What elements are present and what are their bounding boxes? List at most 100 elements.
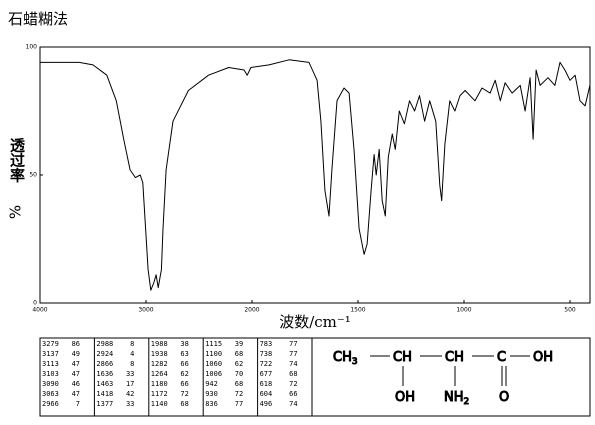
peak-transmittance: 47 bbox=[72, 360, 80, 368]
peak-transmittance: 42 bbox=[126, 390, 134, 398]
group: CH bbox=[445, 350, 464, 365]
group: CH3 bbox=[333, 350, 358, 367]
peak-wavenumber: 722 bbox=[260, 360, 273, 368]
group: C bbox=[497, 350, 506, 365]
peak-wavenumber: 3279 bbox=[42, 340, 59, 348]
x-tick-label: 3000 bbox=[138, 307, 153, 314]
peak-transmittance: 47 bbox=[72, 390, 80, 398]
peak-wavenumber: 1282 bbox=[151, 360, 168, 368]
peak-wavenumber: 1172 bbox=[151, 390, 168, 398]
peak-wavenumber: 1938 bbox=[151, 350, 168, 358]
peak-transmittance: 77 bbox=[235, 400, 243, 408]
sub-sub: 2 bbox=[464, 397, 470, 407]
group: OH bbox=[533, 350, 553, 365]
x-tick-label: 1500 bbox=[350, 307, 365, 314]
peak-wavenumber: 1988 bbox=[151, 340, 168, 348]
peak-transmittance: 7 bbox=[76, 400, 80, 408]
peak-transmittance: 63 bbox=[180, 350, 188, 358]
group-text: CH bbox=[445, 350, 464, 365]
peak-wavenumber: 3113 bbox=[42, 360, 59, 368]
peak-wavenumber: 1418 bbox=[96, 390, 113, 398]
peak-transmittance: 38 bbox=[180, 340, 188, 348]
peak-transmittance: 62 bbox=[235, 360, 243, 368]
peak-transmittance: 8 bbox=[130, 360, 134, 368]
peak-wavenumber: 738 bbox=[260, 350, 273, 358]
peak-transmittance: 72 bbox=[289, 380, 297, 388]
peak-transmittance: 74 bbox=[289, 360, 297, 368]
y-tick-label: 50 bbox=[29, 172, 37, 179]
peak-transmittance: 72 bbox=[180, 390, 188, 398]
peak-wavenumber: 1060 bbox=[205, 360, 222, 368]
peak-wavenumber: 2966 bbox=[42, 400, 59, 408]
y-axis-unit: % bbox=[7, 205, 25, 219]
peak-wavenumber: 2866 bbox=[96, 360, 113, 368]
peak-wavenumber: 783 bbox=[260, 340, 273, 348]
peak-transmittance: 72 bbox=[235, 390, 243, 398]
peak-wavenumber: 1180 bbox=[151, 380, 168, 388]
peak-transmittance: 47 bbox=[72, 370, 80, 378]
group-text: OH bbox=[533, 350, 553, 365]
spectrum-line bbox=[40, 59, 591, 291]
peak-wavenumber: 1264 bbox=[151, 370, 168, 378]
peak-transmittance: 17 bbox=[126, 380, 134, 388]
peak-transmittance: 70 bbox=[235, 370, 243, 378]
peak-wavenumber: 1463 bbox=[96, 380, 113, 388]
peak-transmittance: 8 bbox=[130, 340, 134, 348]
peak-transmittance: 77 bbox=[289, 350, 297, 358]
substituent: O bbox=[499, 390, 509, 405]
structure: CH3 CH CH C OH OH NH2 O bbox=[333, 349, 554, 407]
x-tick-label: 2000 bbox=[244, 307, 259, 314]
x-tick-label: 1000 bbox=[456, 307, 471, 314]
peak-transmittance: 4 bbox=[130, 350, 134, 358]
x-tick-label: 500 bbox=[564, 307, 576, 314]
peak-transmittance: 68 bbox=[180, 400, 188, 408]
peak-wavenumber: 930 bbox=[205, 390, 218, 398]
peak-transmittance: 33 bbox=[126, 370, 134, 378]
y-tick-label: 100 bbox=[26, 44, 38, 51]
peak-transmittance: 68 bbox=[289, 370, 297, 378]
peak-wavenumber: 942 bbox=[205, 380, 218, 388]
peak-wavenumber: 1377 bbox=[96, 400, 113, 408]
peak-wavenumber: 3103 bbox=[42, 370, 59, 378]
peak-wavenumber: 3063 bbox=[42, 390, 59, 398]
peak-transmittance: 77 bbox=[289, 340, 297, 348]
sub-text: OH bbox=[395, 390, 415, 405]
sub-text: NH bbox=[444, 390, 464, 405]
peak-wavenumber: 1006 bbox=[205, 370, 222, 378]
sub-text: O bbox=[499, 390, 509, 405]
chart-title: 石蜡糊法 bbox=[8, 10, 68, 28]
substituent: OH bbox=[395, 390, 415, 405]
table-frame bbox=[39, 337, 591, 417]
peak-wavenumber: 618 bbox=[260, 380, 273, 388]
peak-wavenumber: 1140 bbox=[151, 400, 168, 408]
x-tick-label: 4000 bbox=[32, 307, 47, 314]
peak-wavenumber: 1115 bbox=[205, 340, 222, 348]
substituent: NH2 bbox=[444, 390, 469, 407]
peak-transmittance: 86 bbox=[72, 340, 80, 348]
peak-transmittance: 68 bbox=[235, 380, 243, 388]
peak-wavenumber: 1636 bbox=[96, 370, 113, 378]
peak-wavenumber: 2924 bbox=[96, 350, 113, 358]
peak-wavenumber: 604 bbox=[260, 390, 273, 398]
peak-transmittance: 46 bbox=[72, 380, 80, 388]
group-text: CH bbox=[393, 350, 412, 365]
peak-transmittance: 39 bbox=[235, 340, 243, 348]
plot-frame bbox=[39, 46, 591, 304]
group-text: C bbox=[497, 350, 506, 365]
peak-wavenumber: 496 bbox=[260, 400, 273, 408]
peak-wavenumber: 1100 bbox=[205, 350, 222, 358]
peak-wavenumber: 3090 bbox=[42, 380, 59, 388]
peak-wavenumber: 3137 bbox=[42, 350, 59, 358]
peak-transmittance: 68 bbox=[235, 350, 243, 358]
peak-transmittance: 33 bbox=[126, 400, 134, 408]
peak-transmittance: 74 bbox=[289, 400, 297, 408]
group-text: CH bbox=[333, 350, 352, 365]
peak-transmittance: 66 bbox=[289, 390, 297, 398]
y-axis-label: 透过率 bbox=[8, 138, 26, 184]
group-sub: 3 bbox=[352, 357, 358, 367]
peak-transmittance: 49 bbox=[72, 350, 80, 358]
x-axis-label: 波数/cm⁻¹ bbox=[279, 313, 351, 331]
peak-transmittance: 66 bbox=[180, 360, 188, 368]
